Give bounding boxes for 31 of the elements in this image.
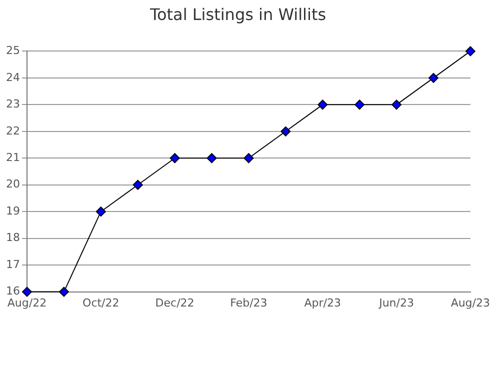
x-tick-label: Aug/22 (7, 296, 47, 310)
x-tick-label: Feb/23 (230, 296, 268, 310)
x-tick-label: Aug/23 (450, 296, 490, 310)
point (465, 46, 476, 56)
point (392, 100, 402, 110)
y-tick-label: 24 (6, 70, 20, 84)
point (280, 126, 291, 136)
y-tick-label: 25 (6, 44, 20, 58)
x-tick-label: Dec/22 (155, 296, 194, 310)
point (244, 153, 254, 164)
point (58, 286, 69, 297)
chart-title: Total Listings in Willits (148, 4, 326, 24)
point (22, 286, 32, 297)
x-tick-label: Jun/23 (378, 296, 414, 310)
point (96, 206, 106, 217)
y-tick-label: 19 (6, 204, 20, 218)
y-tick-label: 23 (6, 98, 20, 111)
x-tick-label: Apr/23 (304, 296, 341, 310)
point (206, 153, 217, 164)
x-tick-label: Oct/22 (82, 296, 120, 310)
y-tick-label: 22 (6, 124, 20, 138)
y-tick-label: 18 (6, 231, 20, 244)
point (354, 100, 365, 110)
point (318, 100, 328, 110)
y-tick-label: 21 (6, 150, 20, 164)
y-tick-label: 17 (6, 258, 20, 271)
point (170, 153, 180, 164)
point (132, 180, 143, 190)
y-tick-label: 20 (6, 178, 20, 191)
point (428, 72, 438, 83)
y-tick-label: 16 (6, 284, 20, 298)
